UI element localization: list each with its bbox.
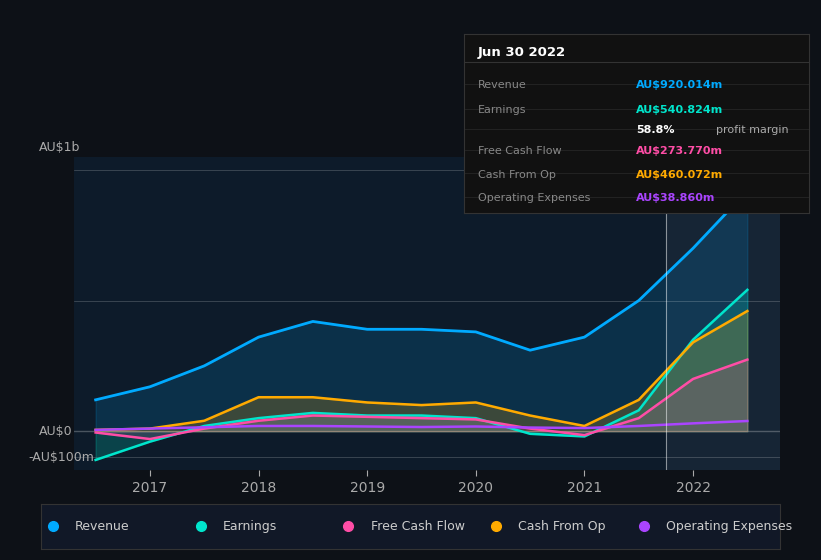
Text: profit margin: profit margin — [716, 125, 788, 135]
Text: -AU$100m: -AU$100m — [28, 451, 94, 464]
Text: Cash From Op: Cash From Op — [478, 170, 556, 180]
Text: AU$1b: AU$1b — [39, 141, 80, 154]
Text: AU$540.824m: AU$540.824m — [636, 105, 723, 115]
Text: 58.8%: 58.8% — [636, 125, 675, 135]
Text: Operating Expenses: Operating Expenses — [666, 520, 792, 533]
Text: AU$0: AU$0 — [39, 424, 72, 438]
Text: AU$920.014m: AU$920.014m — [636, 80, 723, 90]
Text: Jun 30 2022: Jun 30 2022 — [478, 46, 566, 59]
Text: AU$38.860m: AU$38.860m — [636, 193, 716, 203]
Text: Revenue: Revenue — [75, 520, 130, 533]
Text: AU$460.072m: AU$460.072m — [636, 170, 723, 180]
Text: Earnings: Earnings — [222, 520, 277, 533]
Text: Cash From Op: Cash From Op — [518, 520, 606, 533]
Text: Free Cash Flow: Free Cash Flow — [370, 520, 465, 533]
Text: Revenue: Revenue — [478, 80, 526, 90]
Text: Earnings: Earnings — [478, 105, 526, 115]
Text: AU$273.770m: AU$273.770m — [636, 147, 723, 156]
Text: Free Cash Flow: Free Cash Flow — [478, 147, 562, 156]
Text: Operating Expenses: Operating Expenses — [478, 193, 590, 203]
Bar — [666, 157, 821, 470]
